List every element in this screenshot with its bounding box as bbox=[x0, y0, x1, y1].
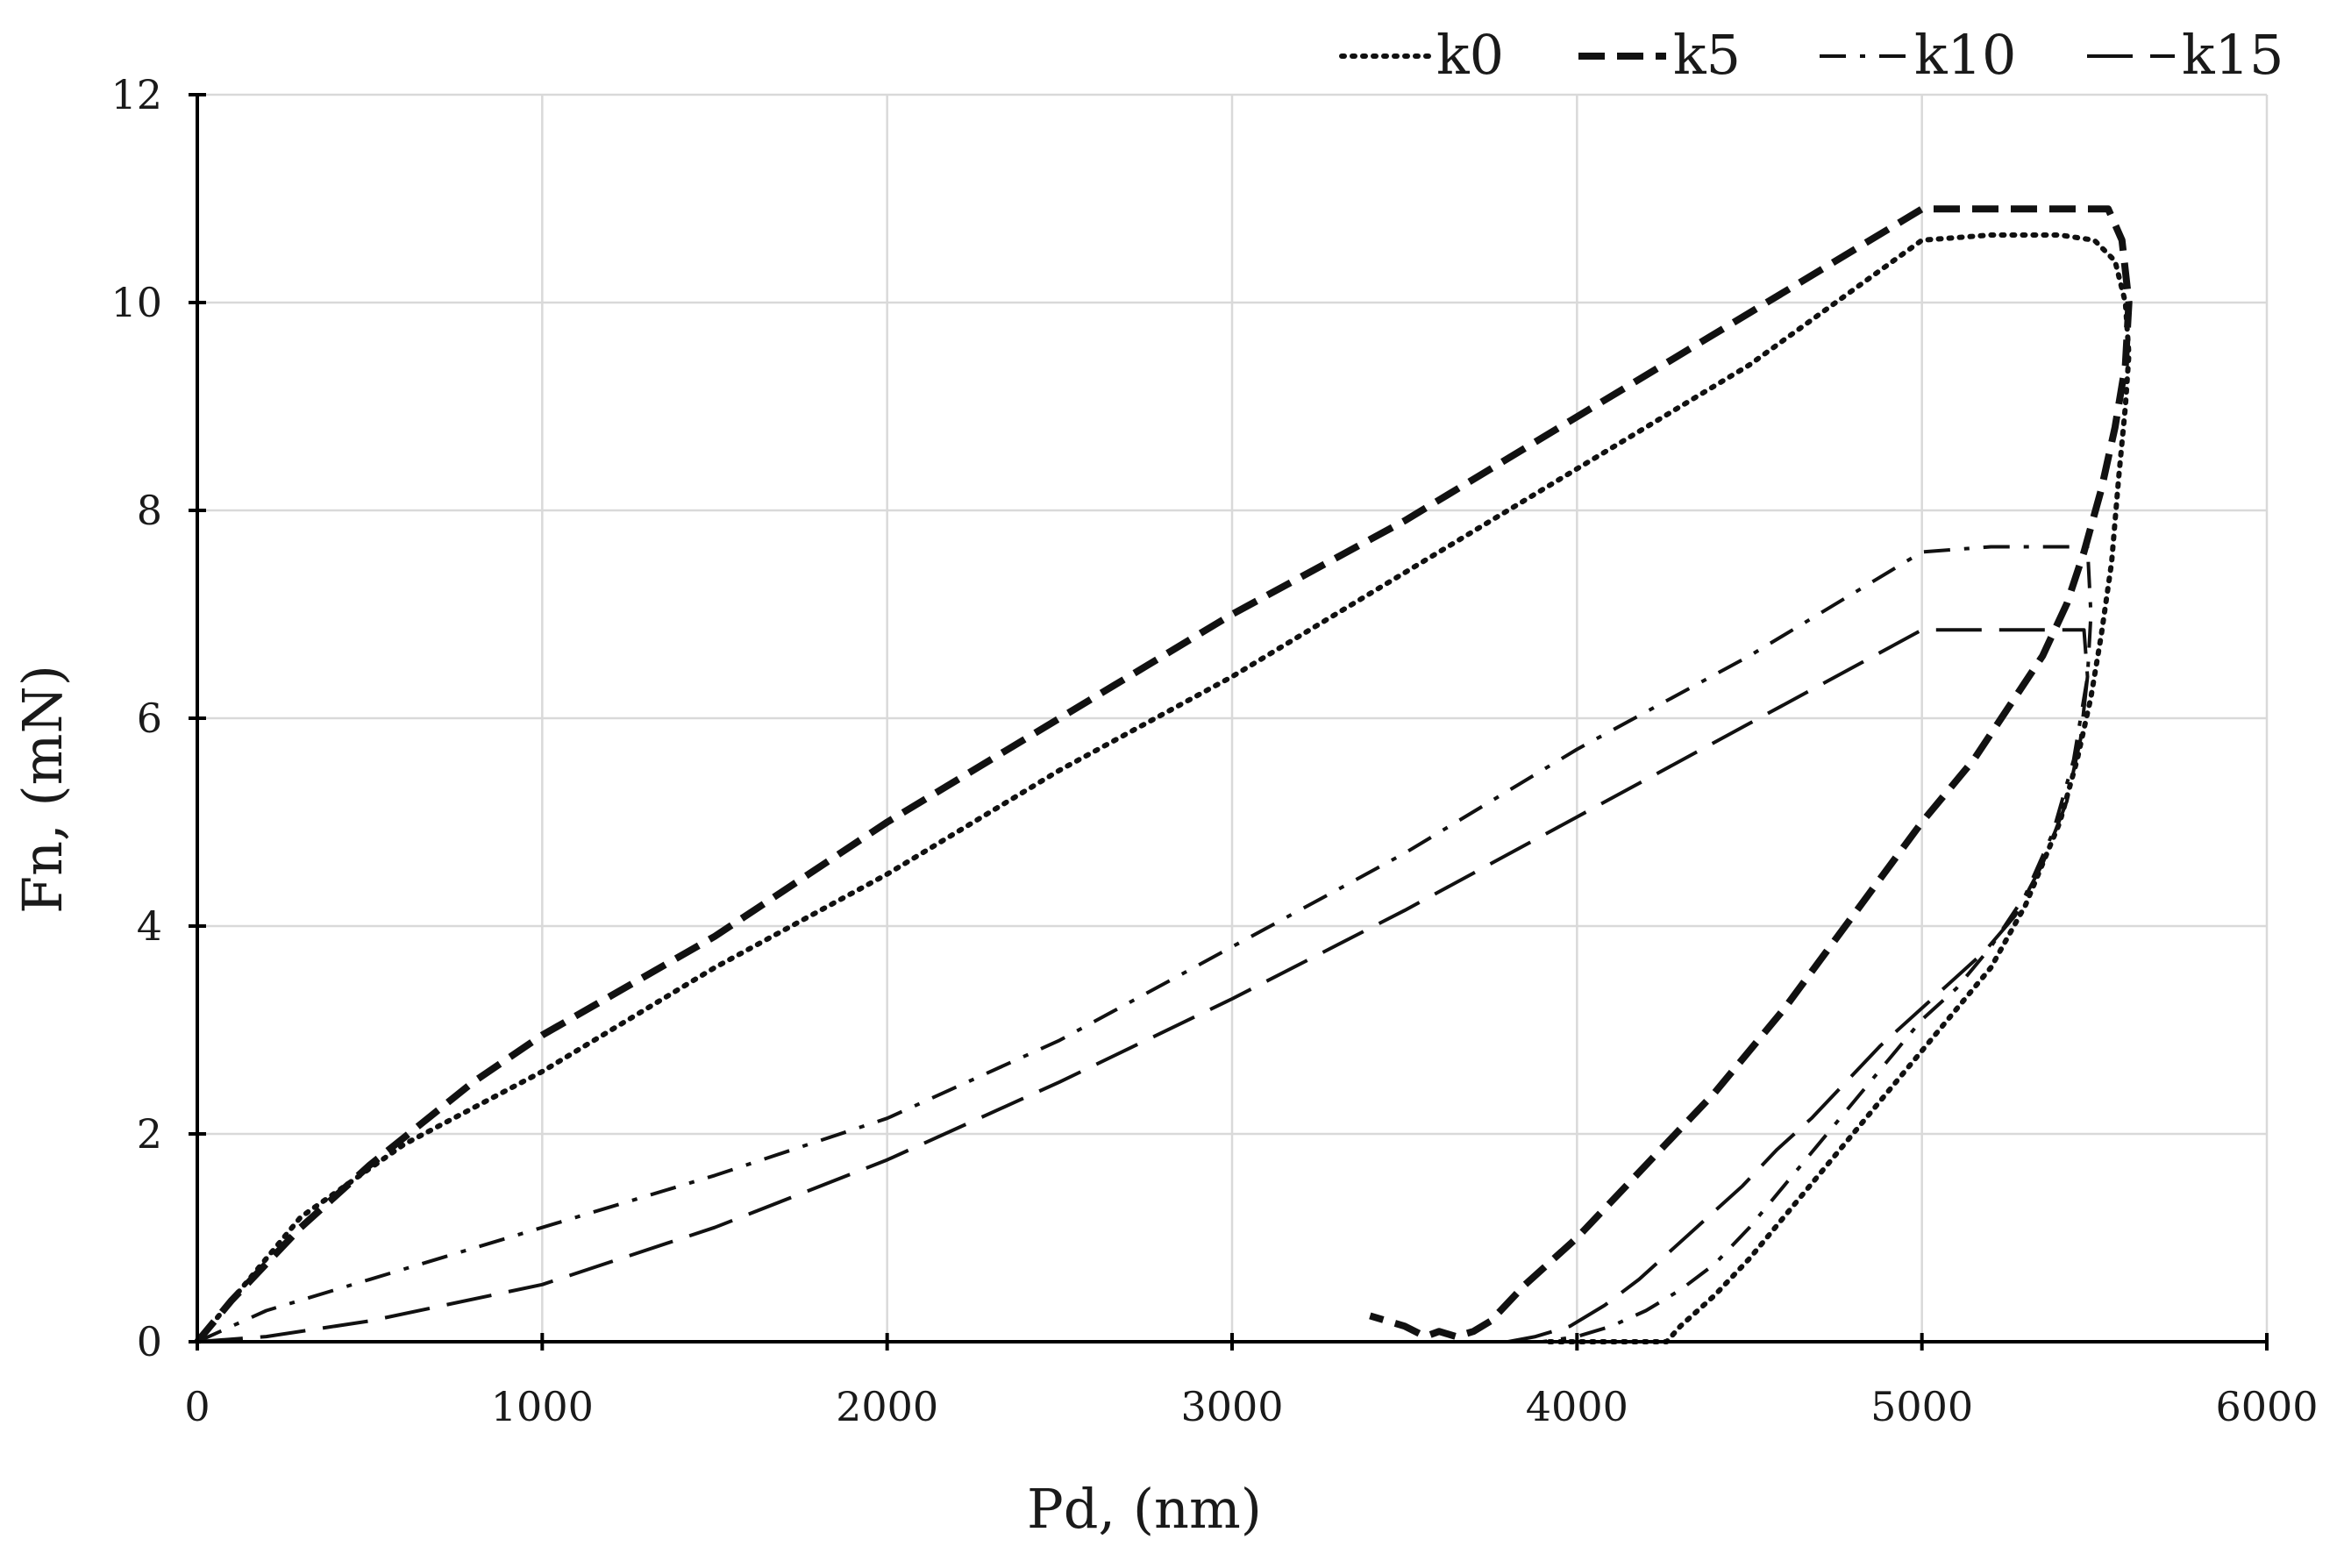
x-tick-label: 6000 bbox=[2215, 1383, 2318, 1430]
series-line-k5 bbox=[194, 205, 2133, 1344]
y-tick-label: 6 bbox=[137, 695, 162, 742]
x-axis-title: Pd, (nm) bbox=[1027, 1477, 1262, 1541]
y-tick-label: 12 bbox=[110, 71, 162, 118]
y-tick-label: 4 bbox=[137, 902, 162, 950]
x-tick-label: 5000 bbox=[1870, 1383, 1973, 1430]
tick-labels: 0 1000 2000 3000 4000 5000 6000 0 2 4 6 8 10 12 bbox=[110, 71, 2318, 1430]
y-tick-label: 8 bbox=[137, 487, 162, 534]
axes bbox=[189, 93, 2269, 1351]
legend: k0 k5 k10 k15 bbox=[1339, 23, 2283, 87]
x-tick-label: 4000 bbox=[1526, 1383, 1628, 1430]
x-tick-label: 0 bbox=[184, 1383, 210, 1430]
y-tick-label: 0 bbox=[137, 1318, 162, 1365]
x-tick-label: 3000 bbox=[1180, 1383, 1283, 1430]
series-line-k10 bbox=[196, 545, 2093, 1343]
grid bbox=[197, 93, 2269, 1342]
legend-label-k10: k10 bbox=[1914, 23, 2016, 87]
series-line-k0 bbox=[195, 232, 2132, 1344]
y-tick-label: 2 bbox=[137, 1110, 162, 1158]
x-tick-label: 1000 bbox=[491, 1383, 594, 1430]
legend-label-k15: k15 bbox=[2182, 23, 2283, 87]
legend-label-k5: k5 bbox=[1673, 23, 1741, 87]
series-line-k15 bbox=[196, 628, 2090, 1343]
legend-label-k0: k0 bbox=[1436, 23, 1504, 87]
y-axis-title: Fn, (mN) bbox=[11, 665, 75, 914]
plot-area bbox=[194, 205, 2133, 1344]
y-tick-label: 10 bbox=[110, 279, 162, 326]
x-tick-label: 2000 bbox=[836, 1383, 938, 1430]
